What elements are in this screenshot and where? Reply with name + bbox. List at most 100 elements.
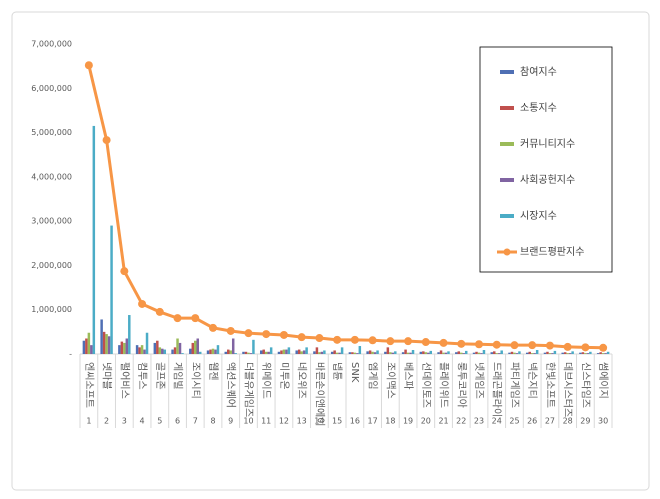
y-tick-label: 5,000,000 — [31, 128, 72, 137]
x-tick-number: 5 — [157, 417, 162, 426]
bar — [252, 339, 255, 354]
bar — [409, 352, 412, 354]
bar — [358, 346, 362, 354]
bar — [211, 348, 215, 354]
line-marker — [244, 329, 253, 338]
bar — [404, 349, 407, 354]
legend-label: 참여지수 — [520, 66, 557, 78]
legend-box — [479, 46, 613, 273]
bar — [214, 349, 217, 354]
x-tick-label: 신스타임즈 — [579, 362, 592, 408]
bar — [376, 350, 379, 354]
bar — [424, 352, 428, 354]
bar — [353, 352, 357, 354]
bar — [490, 352, 494, 354]
x-tick-label: 룽투코리아 — [455, 362, 467, 408]
bar — [90, 345, 93, 354]
bar — [356, 353, 359, 354]
bar — [100, 319, 103, 354]
line-marker — [120, 267, 129, 276]
x-tick-number: 11 — [261, 417, 271, 426]
bar — [323, 350, 326, 354]
bar — [366, 351, 369, 354]
bar — [422, 351, 425, 354]
bar — [351, 352, 354, 354]
bar — [198, 351, 202, 354]
bar — [444, 352, 448, 354]
line-marker — [545, 341, 554, 350]
bar — [384, 351, 387, 354]
x-tick-label: 웹젠 — [207, 362, 219, 380]
bar — [460, 352, 463, 354]
bar — [411, 350, 415, 354]
line-marker — [173, 314, 182, 323]
bar — [244, 351, 248, 354]
bar — [300, 351, 303, 354]
x-tick-number: 22 — [456, 417, 466, 426]
x-tick-label: 데브시스터즈 — [562, 362, 574, 417]
bar — [189, 348, 192, 354]
x-tick-number: 15 — [332, 417, 342, 426]
y-tick-label: 3,000,000 — [31, 217, 72, 226]
x-tick-number: 28 — [563, 417, 573, 426]
bar — [196, 338, 199, 354]
x-tick-label: 더블유게임즈 — [242, 362, 255, 417]
x-tick-label: 한빛소프트 — [544, 362, 556, 408]
legend-swatch — [500, 178, 514, 182]
bar — [140, 345, 144, 354]
bar — [579, 352, 582, 354]
line-marker — [191, 314, 200, 323]
line-marker — [138, 299, 147, 308]
bar — [173, 347, 177, 354]
x-tick-number: 29 — [580, 417, 590, 426]
bar — [495, 353, 498, 354]
bar — [429, 350, 433, 354]
bar — [535, 350, 539, 354]
bar — [277, 351, 281, 354]
bar — [87, 332, 91, 354]
bar — [92, 125, 96, 354]
bar — [285, 349, 288, 354]
x-tick-label: 넵튠 — [331, 362, 343, 380]
x-tick-number: 8 — [210, 417, 215, 426]
x-tick-number: 25 — [509, 417, 519, 426]
bar — [227, 349, 230, 354]
bar — [464, 350, 468, 354]
bar — [551, 353, 554, 354]
bar — [391, 352, 395, 354]
line-marker — [386, 337, 395, 346]
bar — [206, 350, 210, 354]
x-tick-number: 13 — [297, 417, 307, 426]
x-tick-label: 엠게임 — [367, 362, 380, 390]
line-marker — [368, 336, 377, 345]
bar — [528, 351, 531, 354]
bar — [242, 351, 245, 354]
bar — [601, 353, 605, 354]
line-marker — [333, 335, 342, 344]
x-tick-label: 플레이위드 — [438, 362, 451, 408]
bar — [229, 350, 232, 354]
bar — [161, 348, 164, 354]
bar — [216, 345, 220, 354]
bar — [525, 352, 529, 354]
x-tick-number: 3 — [122, 417, 127, 426]
bar — [477, 352, 481, 354]
bar — [318, 352, 321, 354]
x-tick-label: 넷게임즈 — [473, 362, 486, 399]
bar — [259, 350, 263, 354]
x-tick-number: 7 — [193, 417, 198, 426]
bar — [120, 341, 124, 354]
legend-label: 소통지수 — [520, 102, 557, 114]
bar — [442, 352, 445, 354]
bar — [386, 347, 390, 354]
x-tick-number: 16 — [350, 417, 360, 426]
line-marker — [226, 326, 235, 335]
bar — [102, 331, 106, 354]
bar — [518, 351, 521, 354]
x-tick-number: 23 — [474, 417, 484, 426]
x-tick-label: SNK — [349, 362, 360, 383]
bar — [581, 352, 585, 354]
bar — [269, 347, 273, 354]
